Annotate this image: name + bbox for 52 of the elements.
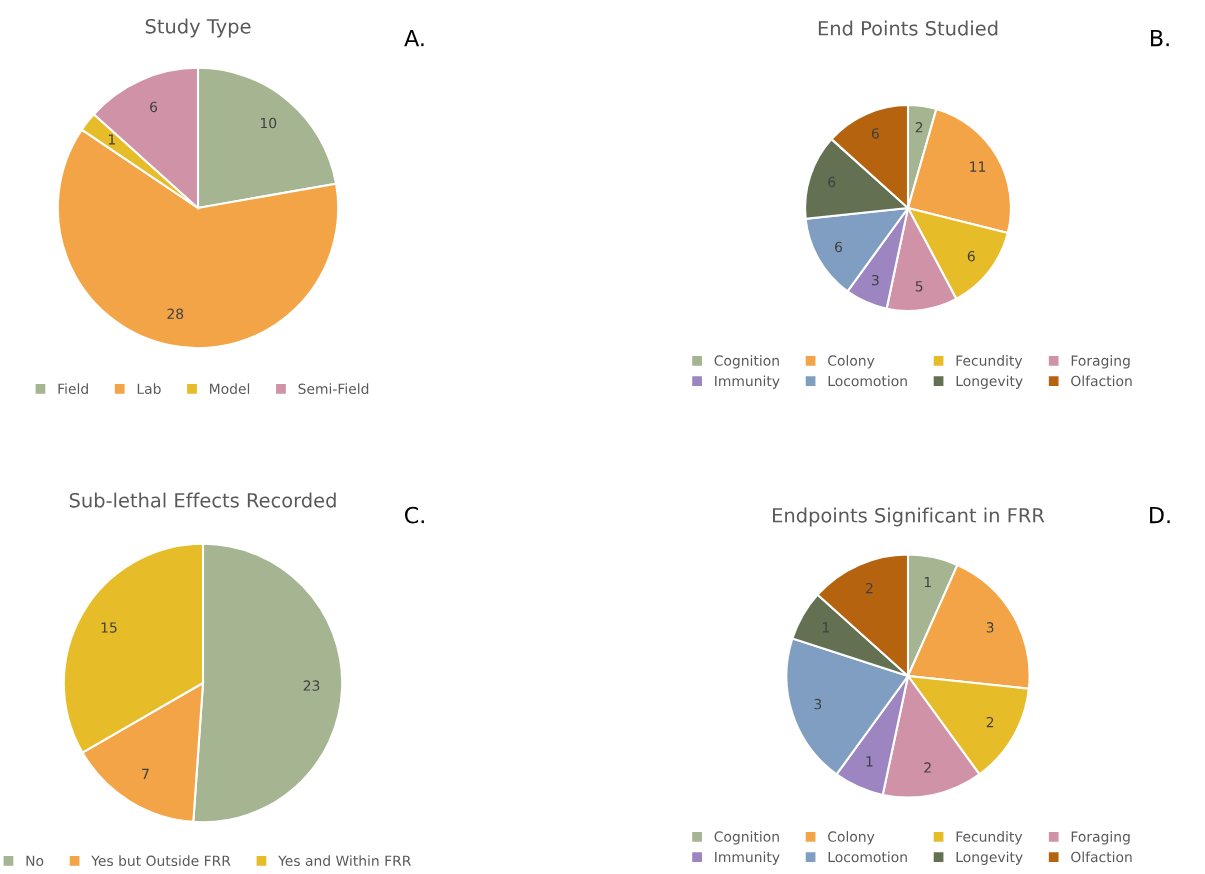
- legend-label: Immunity: [715, 375, 780, 389]
- data-label: 5: [915, 281, 923, 292]
- text: C.: [404, 506, 424, 524]
- legend-label: Fecundity: [956, 831, 1023, 845]
- legend-label: Olfaction: [1071, 375, 1132, 387]
- data-label: 2: [924, 762, 931, 773]
- data-label: 2: [915, 122, 923, 133]
- legend-label: Locomotion: [828, 375, 907, 387]
- text: A.: [404, 29, 424, 47]
- legend-label: Fecundity: [956, 355, 1023, 369]
- legend-label: Field: [58, 383, 88, 395]
- legend-label: Colony: [828, 831, 875, 845]
- data-label: 3: [986, 622, 994, 633]
- chart-title: Study Type: [145, 18, 251, 38]
- legend-label: Semi-Field: [298, 383, 369, 395]
- data-label: 6: [967, 250, 975, 262]
- data-label: 1: [108, 134, 115, 145]
- data-label: 10: [260, 117, 277, 129]
- legend-label: Locomotion: [828, 851, 907, 863]
- legend-label: Yes but Outside FRR: [91, 855, 231, 867]
- legend-label: Longevity: [956, 375, 1023, 389]
- data-label: 6: [835, 241, 843, 253]
- legend-label: Yes and Within FRR: [278, 855, 412, 867]
- data-label: 15: [101, 622, 117, 633]
- legend-label: Cognition: [714, 831, 779, 845]
- data-label: 11: [970, 161, 986, 172]
- legend-label: Foraging: [1071, 355, 1130, 369]
- data-label: 1: [924, 576, 931, 588]
- legend-label: Lab: [137, 383, 161, 395]
- chart-title: Endpoints Significant in FRR: [773, 507, 1045, 527]
- data-label: 6: [150, 101, 158, 113]
- legend-label: Immunity: [715, 851, 780, 865]
- data-label: 3: [871, 274, 879, 286]
- text: B.: [1151, 29, 1169, 47]
- legend-label: No: [26, 855, 44, 867]
- legend-label: Colony: [828, 355, 875, 369]
- data-label: 1: [866, 756, 873, 767]
- legend-label: Cognition: [714, 355, 779, 369]
- chart-title: End Points Studied: [818, 20, 998, 36]
- data-label: 3: [814, 698, 822, 710]
- data-label: 6: [871, 128, 879, 139]
- legend-label: Olfaction: [1071, 851, 1132, 863]
- legend-label: Foraging: [1071, 831, 1130, 845]
- data-label: 23: [303, 680, 320, 691]
- legend-label: Longevity: [956, 851, 1023, 865]
- text: D.: [1150, 506, 1170, 524]
- data-label: 28: [167, 308, 184, 319]
- legend-label: Model: [210, 383, 250, 395]
- data-label: 7: [142, 768, 149, 779]
- chart-title: Sub-lethal Effects Recorded: [69, 492, 336, 508]
- data-label: 2: [866, 582, 873, 594]
- data-label: 2: [986, 716, 994, 728]
